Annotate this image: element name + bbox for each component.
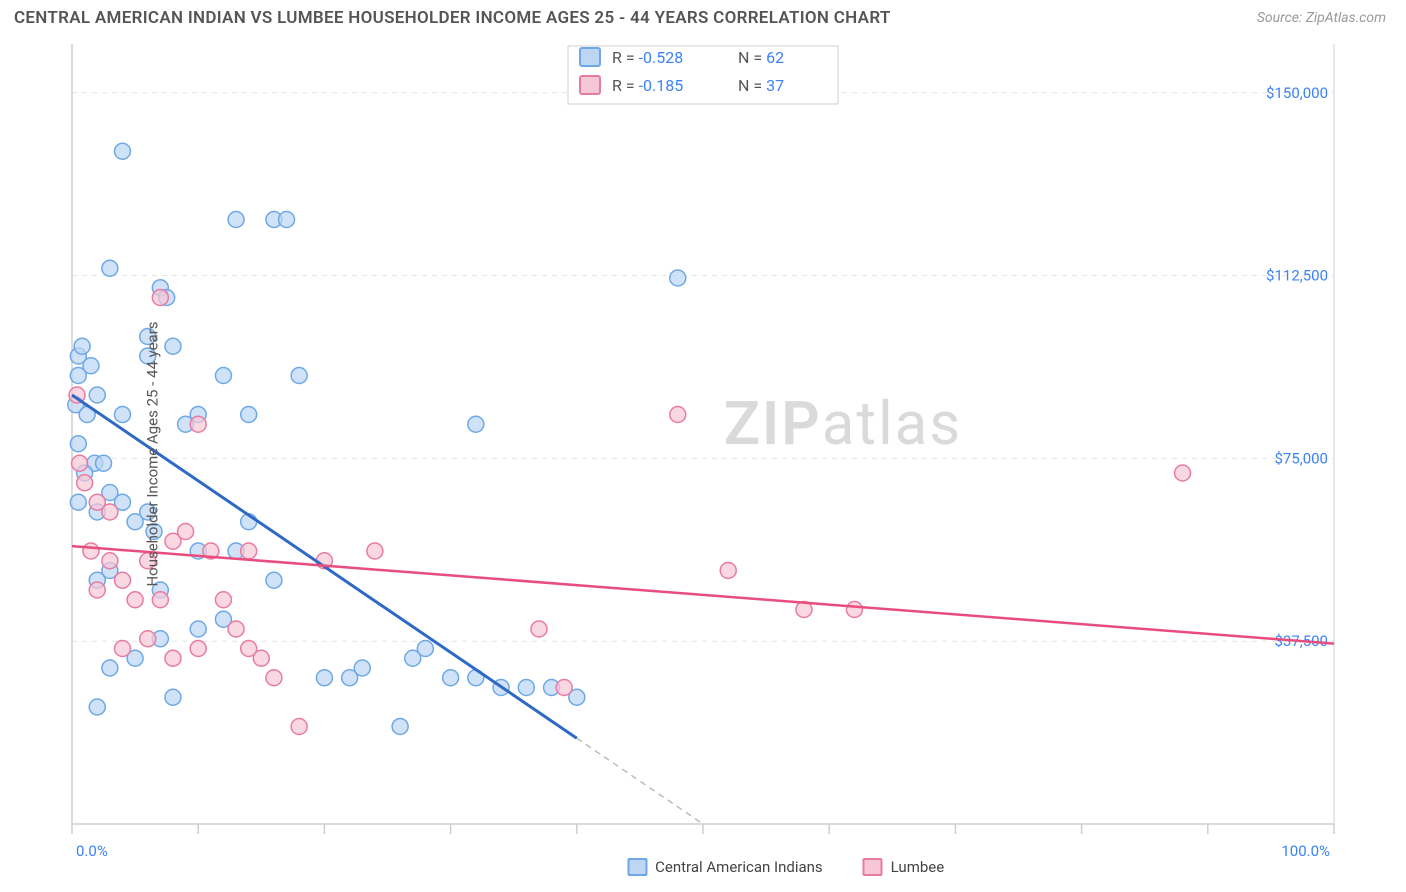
svg-text:$150,000: $150,000 [1266, 84, 1328, 102]
svg-text:R = -0.185: R = -0.185 [612, 76, 683, 95]
y-axis-label: Householder Income Ages 25 - 44 years [144, 321, 162, 586]
legend-label: Lumbee [891, 858, 945, 876]
svg-text:ZIPatlas: ZIPatlas [724, 388, 963, 459]
legend-swatch [627, 858, 647, 876]
legend-item: Lumbee [863, 858, 945, 876]
legend-item: Central American Indians [627, 858, 823, 876]
svg-text:R = -0.528: R = -0.528 [612, 48, 683, 67]
svg-text:N = 37: N = 37 [738, 76, 784, 95]
svg-text:0.0%: 0.0% [76, 842, 108, 860]
scatter-chart: $37,500$75,000$112,500$150,000ZIPatlas0.… [14, 34, 1392, 874]
svg-text:100.0%: 100.0% [1281, 842, 1330, 860]
legend-label: Central American Indians [655, 858, 823, 876]
legend-swatch [863, 858, 883, 876]
svg-text:$75,000: $75,000 [1274, 449, 1328, 467]
chart-area: Householder Income Ages 25 - 44 years $3… [14, 34, 1392, 874]
source-attribution: Source: ZipAtlas.com [1257, 10, 1386, 26]
chart-header: CENTRAL AMERICAN INDIAN VS LUMBEE HOUSEH… [0, 0, 1406, 34]
svg-text:$112,500: $112,500 [1266, 267, 1328, 285]
series-legend: Central American Indians Lumbee [627, 858, 944, 876]
chart-title: CENTRAL AMERICAN INDIAN VS LUMBEE HOUSEH… [14, 8, 891, 28]
svg-text:N = 62: N = 62 [738, 48, 784, 67]
